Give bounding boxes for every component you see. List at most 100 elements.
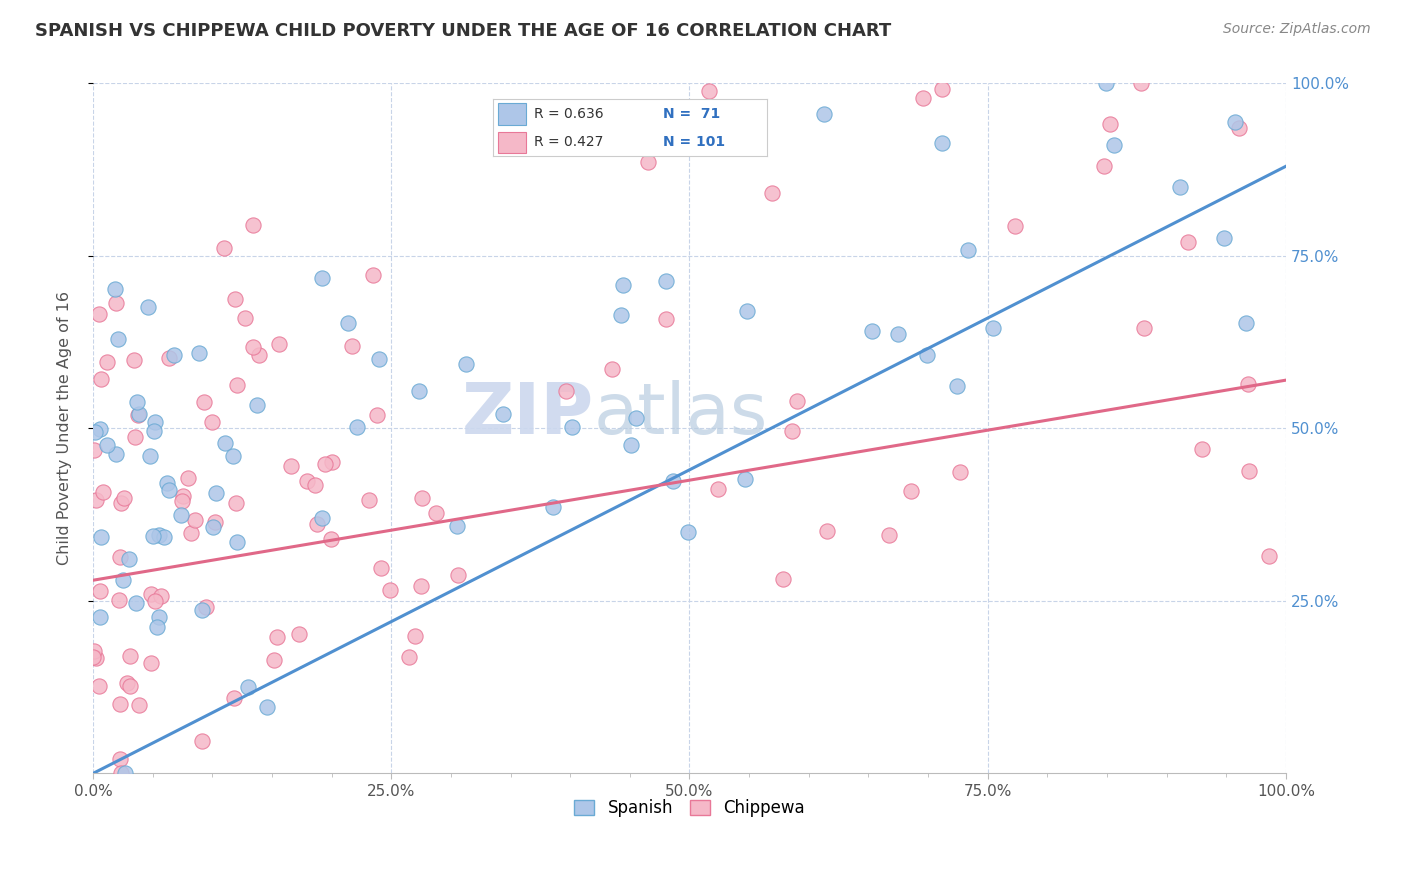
Point	[89, 372, 111, 386]
Point	[609, 308, 631, 322]
Point	[786, 393, 808, 408]
Point	[886, 326, 908, 341]
Point	[600, 362, 623, 376]
Point	[555, 384, 578, 398]
Point	[337, 316, 360, 330]
Point	[1212, 231, 1234, 245]
Point	[86, 650, 108, 665]
Point	[305, 516, 328, 531]
Point	[815, 524, 838, 539]
Point	[193, 394, 215, 409]
Point	[89, 583, 111, 598]
Point	[912, 91, 935, 105]
Point	[380, 583, 402, 598]
Point	[83, 644, 105, 658]
Point	[96, 438, 118, 452]
Point	[1177, 235, 1199, 249]
Point	[141, 656, 163, 670]
Point	[454, 357, 477, 371]
Point	[128, 698, 150, 713]
Point	[288, 627, 311, 641]
Point	[492, 407, 515, 421]
Point	[122, 352, 145, 367]
Point	[148, 527, 170, 541]
Point	[655, 312, 678, 326]
Point	[82, 650, 104, 665]
Point	[398, 650, 420, 665]
Point	[931, 136, 953, 150]
Point	[226, 534, 249, 549]
Point	[267, 337, 290, 351]
Point	[108, 549, 131, 564]
Point	[311, 511, 333, 525]
Point	[813, 106, 835, 120]
Point	[89, 422, 111, 436]
Point	[110, 495, 132, 509]
Point	[879, 528, 901, 542]
Point	[734, 472, 756, 486]
Point	[125, 596, 148, 610]
Point	[446, 518, 468, 533]
Point	[139, 587, 162, 601]
Point	[624, 411, 647, 425]
Point	[1092, 159, 1115, 173]
Point	[314, 457, 336, 471]
Point	[1095, 77, 1118, 91]
Point	[1004, 219, 1026, 233]
Point	[662, 475, 685, 489]
Point	[187, 346, 209, 360]
Point	[128, 407, 150, 421]
Point	[225, 377, 247, 392]
Point	[256, 699, 278, 714]
Point	[157, 483, 180, 498]
Point	[280, 458, 302, 473]
Point	[655, 274, 678, 288]
Point	[761, 186, 783, 200]
Legend: Spanish, Chippewa: Spanish, Chippewa	[568, 792, 811, 823]
Point	[87, 307, 110, 321]
Point	[981, 321, 1004, 335]
Point	[404, 629, 426, 643]
Text: Source: ZipAtlas.com: Source: ZipAtlas.com	[1223, 22, 1371, 37]
Point	[149, 589, 172, 603]
Point	[114, 766, 136, 780]
Point	[225, 496, 247, 510]
Point	[370, 561, 392, 575]
Point	[108, 593, 131, 607]
Point	[931, 81, 953, 95]
Point	[90, 530, 112, 544]
Point	[612, 278, 634, 293]
Point	[84, 425, 107, 439]
Point	[561, 420, 583, 434]
Point	[772, 572, 794, 586]
Point	[295, 475, 318, 489]
Point	[1133, 321, 1156, 335]
Point	[201, 415, 224, 429]
Point	[212, 241, 235, 255]
Point	[96, 355, 118, 369]
Point	[900, 483, 922, 498]
Point	[184, 513, 207, 527]
Point	[111, 573, 134, 587]
Point	[408, 384, 430, 398]
Point	[163, 348, 186, 362]
Point	[949, 465, 972, 479]
Point	[1229, 120, 1251, 135]
Point	[1191, 442, 1213, 456]
Point	[340, 338, 363, 352]
Point	[1257, 549, 1279, 563]
Point	[1168, 179, 1191, 194]
Point	[1102, 138, 1125, 153]
Point	[204, 515, 226, 529]
Point	[263, 653, 285, 667]
Point	[346, 420, 368, 434]
Point	[91, 484, 114, 499]
Point	[242, 340, 264, 354]
Point	[447, 568, 470, 582]
Point	[142, 528, 165, 542]
Point	[224, 690, 246, 705]
Point	[620, 438, 643, 452]
Point	[118, 551, 141, 566]
Point	[108, 697, 131, 711]
Point	[409, 579, 432, 593]
